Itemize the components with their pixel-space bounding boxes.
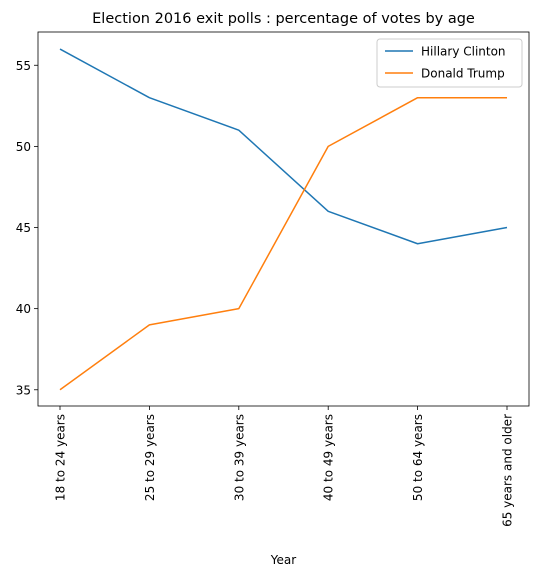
x-tick-label: 50 to 64 years [411,414,425,501]
x-tick-label: 40 to 49 years [322,414,336,501]
series-line-donald-trump [59,96,507,391]
plot-area-frame [37,31,530,407]
legend-label-hillary-clinton: Hillary Clinton [421,45,506,59]
y-tick-label: 35 [16,383,31,397]
legend-box [376,38,523,88]
y-tick-label: 50 [16,140,31,154]
x-tick-label: 30 to 39 years [232,414,246,501]
y-tick-label: 55 [16,59,31,73]
series-line-hillary-clinton [59,48,508,245]
y-tick-label: 45 [16,221,31,235]
chart-title: Election 2016 exit polls : percentage of… [92,11,475,27]
y-tick-label: 40 [16,302,31,316]
x-tick-label: 25 to 29 years [143,414,157,501]
x-axis-label: Year [270,553,296,567]
legend-label-donald-trump: Donald Trump [421,67,505,81]
x-tick-label: 65 years and older [501,414,515,527]
x-tick-label: 18 to 24 years [54,414,68,501]
